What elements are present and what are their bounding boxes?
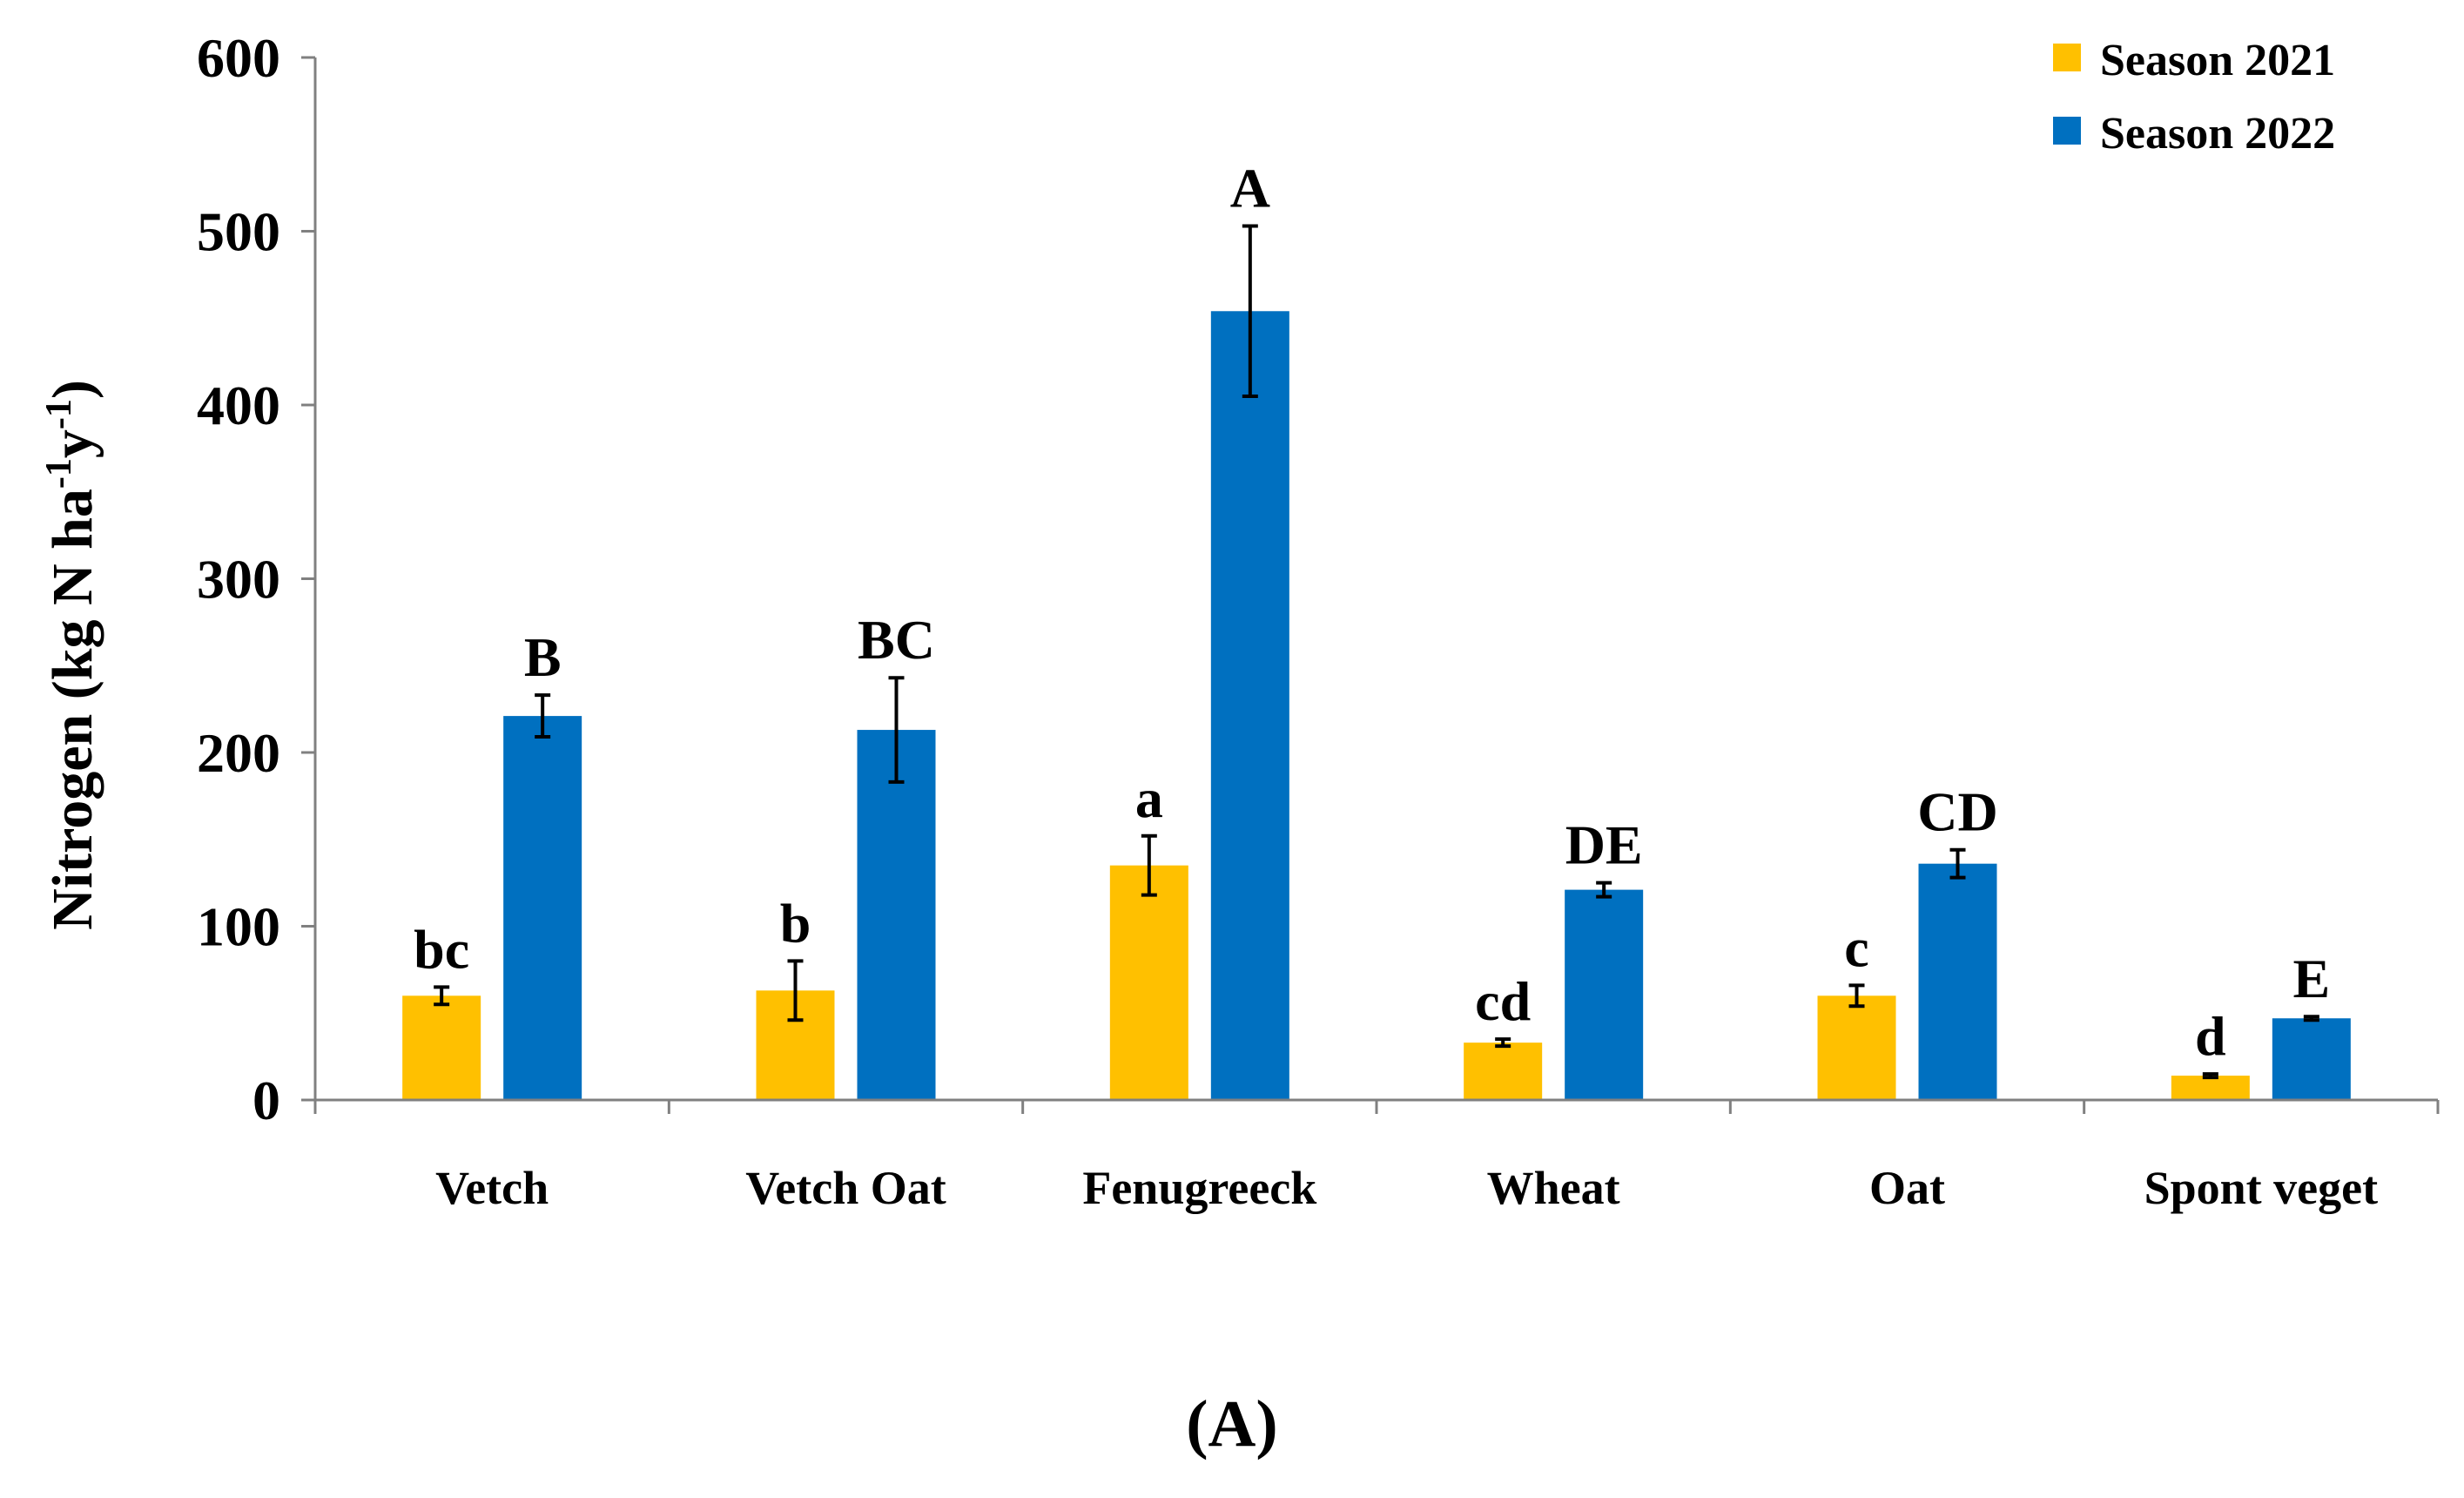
x-category-label-4: Oat bbox=[1869, 1162, 1945, 1214]
bar-s2-0 bbox=[503, 716, 582, 1100]
significance-letter-s1-2: a bbox=[1135, 767, 1163, 829]
chart-text: 0 100 200 300 400 500 600 Vetch Vetch Oat Fenugre… bbox=[197, 27, 2378, 1214]
bar-s1-0 bbox=[402, 995, 481, 1100]
error-bars bbox=[434, 224, 2319, 1080]
y-tick-label-600: 600 bbox=[197, 27, 280, 89]
significance-letter-s2-2: A bbox=[1230, 158, 1270, 219]
y-axis-label-sup-1: -1 bbox=[39, 458, 79, 489]
significance-letter-s1-1: b bbox=[780, 892, 811, 954]
bar-s2-5 bbox=[2272, 1018, 2351, 1100]
y-axis-label-main: Nitrogen (kg N ha bbox=[41, 489, 104, 930]
y-tick-label-0: 0 bbox=[252, 1070, 280, 1131]
legend: Season 2021 Season 2022 bbox=[2053, 36, 2335, 159]
legend-swatch-2021 bbox=[2053, 44, 2081, 71]
x-category-label-3: Wheat bbox=[1487, 1162, 1620, 1214]
bar-s2-2 bbox=[1210, 311, 1289, 1100]
significance-letter-s1-4: c bbox=[1844, 916, 1868, 978]
significance-letter-s2-0: B bbox=[524, 626, 562, 688]
x-category-label-1: Vetch Oat bbox=[745, 1162, 946, 1214]
significance-letter-s2-1: BC bbox=[858, 609, 935, 671]
significance-letter-s2-3: DE bbox=[1565, 814, 1643, 876]
y-axis-label-close: ) bbox=[41, 380, 104, 399]
bars bbox=[402, 311, 2351, 1100]
bar-s1-4 bbox=[1817, 995, 1896, 1100]
y-axis-label-sup-2: -1 bbox=[39, 399, 79, 429]
y-tick-label-500: 500 bbox=[197, 201, 280, 263]
significance-letter-s2-5: E bbox=[2292, 948, 2330, 1009]
bar-s1-5 bbox=[2171, 1076, 2250, 1100]
x-category-label-0: Vetch bbox=[435, 1162, 549, 1214]
legend-swatch-2022 bbox=[2053, 117, 2081, 145]
legend-label-2022: Season 2022 bbox=[2100, 109, 2335, 159]
bar-s2-4 bbox=[1918, 863, 1997, 1100]
legend-label-2021: Season 2021 bbox=[2100, 36, 2335, 85]
significance-letter-s1-5: d bbox=[2195, 1005, 2226, 1067]
significance-letter-s2-4: CD bbox=[1917, 781, 1997, 843]
axes bbox=[301, 56, 2440, 1114]
x-category-label-5: Spont veget bbox=[2144, 1162, 2379, 1214]
bar-s1-3 bbox=[1464, 1043, 1543, 1100]
significance-letter-s1-3: cd bbox=[1475, 970, 1531, 1032]
bar-s2-1 bbox=[857, 730, 936, 1100]
bar-s2-3 bbox=[1565, 889, 1644, 1100]
figure-caption: (A) bbox=[1186, 1387, 1278, 1461]
y-axis-label: Nitrogen (kg N ha-1y-1) bbox=[39, 380, 104, 930]
y-tick-label-200: 200 bbox=[197, 722, 280, 784]
y-tick-label-400: 400 bbox=[197, 374, 280, 436]
y-tick-label-100: 100 bbox=[197, 896, 280, 958]
bar-s1-2 bbox=[1109, 865, 1188, 1100]
x-category-label-2: Fenugreeck bbox=[1082, 1162, 1316, 1214]
y-tick-label-300: 300 bbox=[197, 549, 280, 611]
y-axis-label-unit-y: y bbox=[41, 429, 104, 458]
significance-letter-s1-0: bc bbox=[414, 918, 469, 980]
